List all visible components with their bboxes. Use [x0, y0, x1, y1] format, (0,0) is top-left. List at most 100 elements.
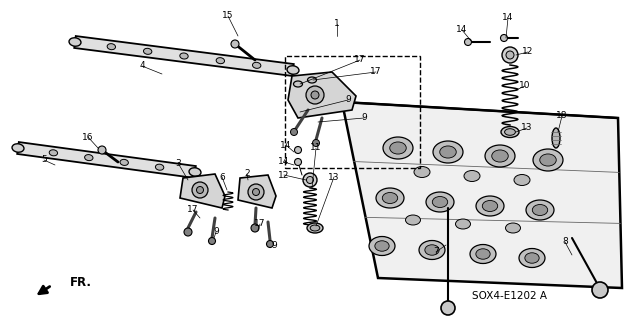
Circle shape: [253, 189, 259, 196]
Text: SOX4-E1202 A: SOX4-E1202 A: [472, 291, 547, 301]
Ellipse shape: [69, 38, 81, 46]
Text: FR.: FR.: [70, 277, 92, 290]
Ellipse shape: [440, 146, 456, 158]
Ellipse shape: [376, 188, 404, 208]
Ellipse shape: [287, 66, 299, 74]
Ellipse shape: [504, 129, 515, 135]
Ellipse shape: [307, 77, 317, 83]
Ellipse shape: [470, 244, 496, 263]
Text: 12: 12: [522, 48, 534, 56]
Ellipse shape: [143, 48, 152, 54]
Ellipse shape: [476, 249, 490, 259]
Ellipse shape: [525, 253, 539, 263]
Ellipse shape: [456, 219, 470, 229]
Ellipse shape: [419, 241, 445, 259]
Polygon shape: [342, 102, 622, 288]
Circle shape: [441, 301, 455, 315]
Circle shape: [251, 224, 259, 232]
Polygon shape: [74, 36, 294, 76]
Ellipse shape: [433, 141, 463, 163]
Text: 7: 7: [433, 248, 439, 256]
Circle shape: [465, 39, 472, 46]
Text: 10: 10: [519, 81, 531, 91]
Ellipse shape: [501, 127, 519, 137]
Text: 17: 17: [371, 68, 381, 77]
Circle shape: [294, 159, 301, 166]
Ellipse shape: [369, 236, 395, 256]
Ellipse shape: [476, 196, 504, 216]
Ellipse shape: [49, 150, 58, 156]
Text: 14: 14: [456, 26, 468, 34]
Circle shape: [307, 176, 314, 183]
Ellipse shape: [294, 81, 303, 87]
Polygon shape: [288, 72, 356, 118]
Circle shape: [294, 146, 301, 153]
Text: 1: 1: [334, 19, 340, 28]
Text: 4: 4: [139, 62, 145, 70]
Text: 9: 9: [361, 114, 367, 122]
Ellipse shape: [519, 249, 545, 268]
Circle shape: [192, 182, 208, 198]
Circle shape: [303, 173, 317, 187]
Text: 2: 2: [244, 169, 250, 179]
Ellipse shape: [383, 137, 413, 159]
Polygon shape: [17, 142, 196, 178]
Text: 8: 8: [562, 238, 568, 247]
Circle shape: [209, 238, 216, 244]
Ellipse shape: [375, 241, 389, 251]
Ellipse shape: [540, 154, 556, 166]
Ellipse shape: [464, 170, 480, 182]
Ellipse shape: [414, 167, 430, 177]
Circle shape: [248, 184, 264, 200]
Text: 14: 14: [278, 158, 290, 167]
Text: 14: 14: [280, 140, 292, 150]
Circle shape: [196, 187, 204, 194]
Ellipse shape: [492, 150, 508, 162]
Ellipse shape: [180, 53, 188, 59]
Ellipse shape: [12, 144, 24, 152]
Circle shape: [502, 47, 518, 63]
Text: 9: 9: [271, 241, 277, 249]
Ellipse shape: [390, 142, 406, 154]
Text: 18: 18: [556, 112, 568, 121]
Text: 9: 9: [345, 95, 351, 105]
Ellipse shape: [120, 160, 129, 166]
Circle shape: [306, 86, 324, 104]
Circle shape: [506, 51, 514, 59]
Ellipse shape: [310, 225, 320, 231]
Text: 17: 17: [254, 219, 266, 228]
Text: 5: 5: [41, 155, 47, 165]
Ellipse shape: [406, 215, 420, 225]
Text: 14: 14: [502, 13, 514, 23]
Circle shape: [231, 40, 239, 48]
Text: 15: 15: [222, 11, 234, 20]
Polygon shape: [238, 175, 276, 208]
Ellipse shape: [532, 204, 548, 216]
Text: 17: 17: [355, 56, 365, 64]
Ellipse shape: [307, 223, 323, 233]
Circle shape: [500, 34, 508, 41]
Ellipse shape: [485, 145, 515, 167]
Circle shape: [266, 241, 273, 248]
Circle shape: [592, 282, 608, 298]
Circle shape: [184, 228, 192, 236]
Ellipse shape: [253, 62, 261, 68]
Ellipse shape: [84, 155, 93, 161]
Ellipse shape: [514, 174, 530, 186]
Circle shape: [311, 91, 319, 99]
Text: 13: 13: [521, 123, 532, 132]
Text: 11: 11: [310, 144, 322, 152]
Ellipse shape: [189, 168, 201, 176]
Ellipse shape: [432, 197, 448, 207]
Text: 17: 17: [188, 205, 199, 214]
Ellipse shape: [425, 245, 439, 255]
Text: 12: 12: [278, 170, 290, 180]
Circle shape: [291, 129, 298, 136]
Ellipse shape: [426, 192, 454, 212]
Ellipse shape: [107, 44, 115, 50]
Ellipse shape: [216, 58, 225, 64]
Bar: [285, 56, 420, 168]
Ellipse shape: [483, 201, 498, 211]
Text: 3: 3: [175, 159, 181, 167]
Circle shape: [98, 146, 106, 154]
